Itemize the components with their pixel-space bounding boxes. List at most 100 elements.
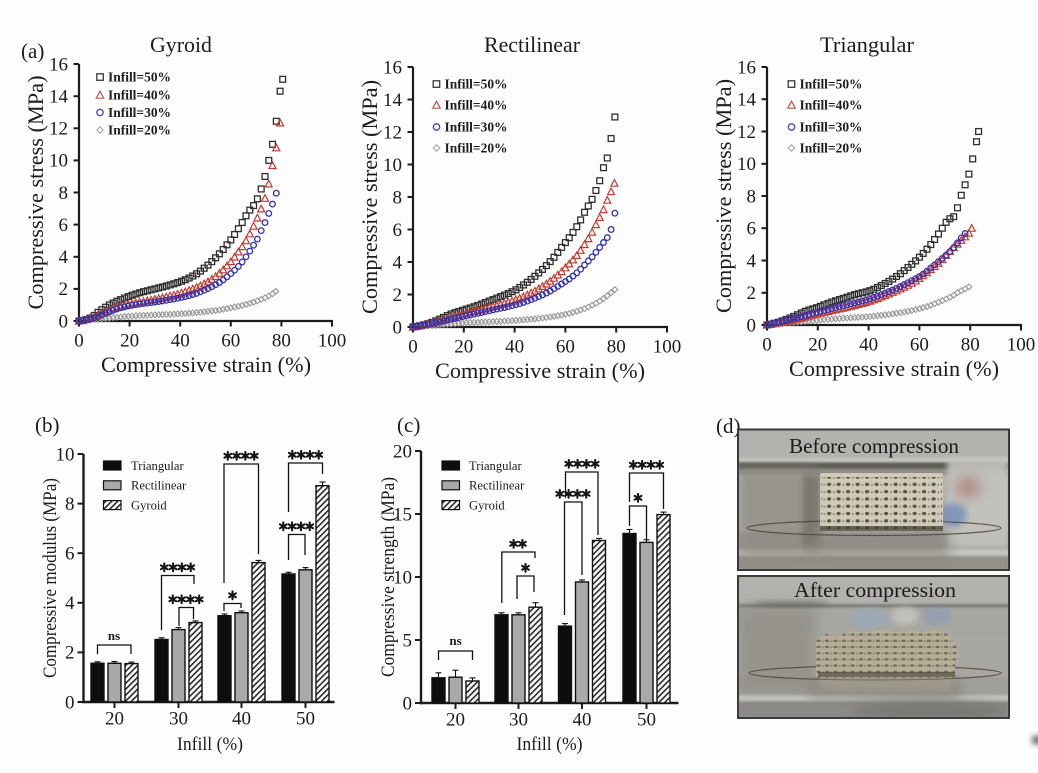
svg-text:Infill=40%: Infill=40% [108,88,171,103]
svg-text:Infill=50%: Infill=50% [108,70,171,85]
svg-text:0: 0 [59,311,69,332]
svg-text:80: 80 [272,331,291,352]
svg-text:Infill (%): Infill (%) [177,735,243,755]
svg-text:6: 6 [59,215,69,236]
svg-text:(d): (d) [716,414,741,438]
svg-text:12: 12 [737,122,756,143]
svg-text:20: 20 [446,710,465,731]
svg-text:6: 6 [393,220,403,241]
svg-text:Before compression: Before compression [789,434,959,458]
svg-text:Gyroid: Gyroid [469,499,505,513]
svg-text:5: 5 [403,630,413,651]
svg-text:0: 0 [403,693,413,714]
svg-text:100: 100 [318,331,347,352]
svg-text:60: 60 [556,337,575,358]
svg-text:Infill=30%: Infill=30% [800,120,863,135]
svg-text:8: 8 [747,186,757,207]
svg-text:(c): (c) [397,413,420,437]
svg-text:Rectilinear: Rectilinear [469,479,525,493]
svg-text:Gyroid: Gyroid [150,32,212,57]
svg-text:4: 4 [393,252,403,273]
svg-text:Triangular: Triangular [131,459,185,473]
svg-text:6: 6 [65,544,75,565]
svg-text:Gyroid: Gyroid [131,499,167,513]
svg-text:0: 0 [393,317,403,338]
svg-text:4: 4 [65,593,75,614]
svg-text:14: 14 [383,90,403,111]
svg-text:100: 100 [653,337,682,358]
svg-text:Triangular: Triangular [469,459,523,473]
svg-text:Compressive stress (MPa): Compressive stress (MPa) [711,79,736,313]
svg-text:50: 50 [296,709,315,730]
svg-text:0: 0 [747,315,757,336]
svg-text:2: 2 [65,643,75,664]
svg-text:10: 10 [737,154,756,175]
svg-text:10: 10 [56,444,75,465]
svg-text:20: 20 [393,441,412,462]
svg-text:16: 16 [383,57,402,78]
svg-text:8: 8 [65,494,75,515]
svg-text:Infill=40%: Infill=40% [445,98,508,113]
svg-text:100: 100 [1007,335,1036,356]
svg-text:2: 2 [747,283,757,304]
svg-text:30: 30 [169,709,188,730]
svg-text:20: 20 [808,335,827,356]
svg-text:0: 0 [408,337,418,358]
svg-text:80: 80 [961,335,980,356]
svg-text:Infill=20%: Infill=20% [445,141,508,156]
svg-text:6: 6 [747,219,757,240]
svg-text:Infill=20%: Infill=20% [108,123,171,138]
svg-text:40: 40 [171,331,190,352]
svg-text:0: 0 [74,331,84,352]
svg-text:Rectilinear: Rectilinear [131,479,187,493]
svg-text:ns: ns [449,633,461,648]
svg-text:10: 10 [383,155,402,176]
svg-text:12: 12 [49,119,68,140]
svg-text:Infill=50%: Infill=50% [800,77,863,92]
svg-text:Infill=30%: Infill=30% [445,120,508,135]
svg-text:40: 40 [232,709,251,730]
svg-text:8: 8 [393,187,403,208]
svg-text:60: 60 [910,335,929,356]
svg-text:(a): (a) [21,39,44,63]
svg-text:8: 8 [59,183,69,204]
svg-text:40: 40 [505,337,524,358]
svg-text:20: 20 [120,331,139,352]
svg-text:ns: ns [108,628,120,643]
svg-text:Infill=20%: Infill=20% [800,141,863,156]
svg-text:14: 14 [737,90,757,111]
svg-text:Compressive modulus (MPa): Compressive modulus (MPa) [41,478,61,678]
svg-text:(b): (b) [35,413,60,437]
svg-text:40: 40 [573,710,592,731]
svg-text:Compressive strain (%): Compressive strain (%) [435,358,645,383]
svg-text:4: 4 [59,247,69,268]
svg-text:40: 40 [859,335,878,356]
svg-text:2: 2 [393,285,403,306]
svg-text:12: 12 [383,122,402,143]
svg-text:0: 0 [762,335,772,356]
svg-text:16: 16 [737,57,756,78]
svg-text:14: 14 [49,87,69,108]
svg-text:60: 60 [221,331,240,352]
svg-text:Compressive stress (MPa): Compressive stress (MPa) [23,76,48,310]
svg-text:80: 80 [607,337,626,358]
svg-text:After compression: After compression [794,578,956,602]
svg-text:2: 2 [59,279,69,300]
svg-text:20: 20 [105,709,124,730]
svg-text:10: 10 [49,151,68,172]
svg-text:Rectilinear: Rectilinear [484,32,581,57]
svg-text:0: 0 [65,692,75,713]
svg-text:Compressive strength (MPa): Compressive strength (MPa) [379,477,399,677]
svg-text:4: 4 [747,251,757,272]
svg-text:Infill=50%: Infill=50% [445,77,508,92]
svg-text:Compressive strain (%): Compressive strain (%) [789,356,999,381]
svg-text:Infill=40%: Infill=40% [800,98,863,113]
svg-text:50: 50 [637,710,656,731]
svg-text:16: 16 [49,54,68,75]
svg-text:Triangular: Triangular [820,32,915,57]
svg-text:Compressive strain (%): Compressive strain (%) [101,352,311,377]
svg-text:Infill=30%: Infill=30% [108,105,171,120]
svg-text:Compressive stress (MPa): Compressive stress (MPa) [357,80,382,314]
svg-text:30: 30 [509,710,528,731]
svg-text:20: 20 [454,337,473,358]
